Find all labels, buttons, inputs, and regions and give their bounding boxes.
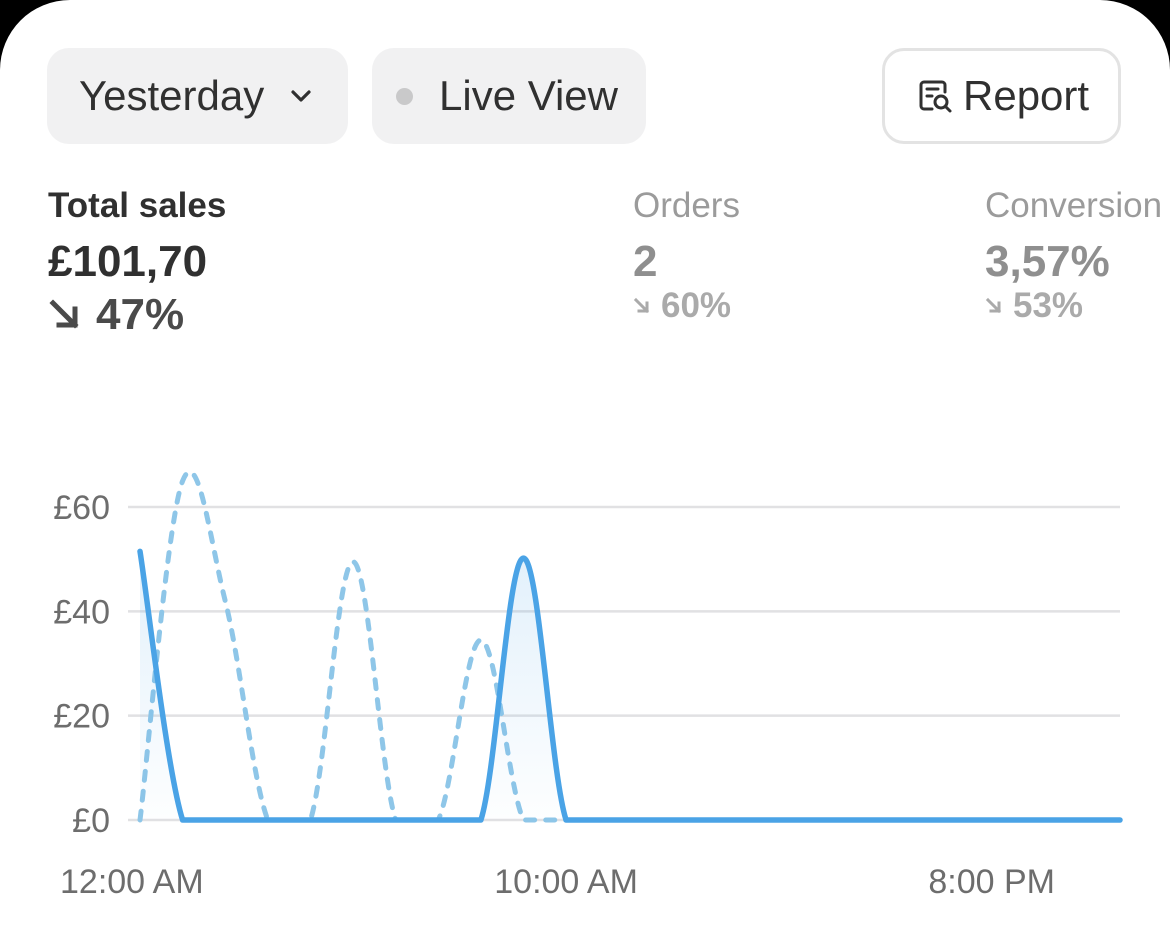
report-label: Report xyxy=(963,72,1090,119)
y-tick-label: £20 xyxy=(53,698,110,736)
metric-total-sales[interactable]: Total sales £101,70 47% xyxy=(48,186,226,340)
metric-label: Total sales xyxy=(48,186,227,225)
live-view-label: Live View xyxy=(439,72,618,119)
y-tick-label: £60 xyxy=(53,489,110,527)
arrow-down-right-icon xyxy=(985,297,1002,314)
metric-value: 2 xyxy=(633,237,658,286)
dot-icon xyxy=(396,87,413,105)
metric-label: Orders xyxy=(633,186,740,225)
metric-change: 47% xyxy=(48,290,226,340)
x-tick-label: 10:00 AM xyxy=(494,863,638,901)
chevron-down-icon xyxy=(286,81,316,111)
x-tick-label: 8:00 PM xyxy=(928,863,1055,901)
metric-conversion[interactable]: Conversion 3,57% 53% xyxy=(985,186,1162,326)
date-range-label: Yesterday xyxy=(79,72,265,119)
metric-change-value: 60% xyxy=(661,286,732,325)
series-line-comparison xyxy=(137,469,569,823)
metric-change: 53% xyxy=(985,286,1162,326)
metric-change-value: 53% xyxy=(1013,286,1084,325)
arrow-down-right-icon xyxy=(633,297,650,314)
metric-change-value: 47% xyxy=(96,290,185,339)
date-range-dropdown[interactable]: Yesterday xyxy=(47,48,348,144)
metric-value: £101,70 xyxy=(48,237,208,286)
metric-change: 60% xyxy=(633,286,740,326)
y-tick-label: £0 xyxy=(72,802,110,840)
metric-label: Conversion xyxy=(985,186,1163,225)
live-view-button[interactable]: Live View xyxy=(372,48,646,144)
series-line-current xyxy=(137,548,1123,823)
y-tick-label: £40 xyxy=(53,593,110,631)
x-tick-label: 12:00 AM xyxy=(60,863,204,901)
arrow-down-right-icon xyxy=(49,299,79,329)
report-search-icon xyxy=(915,76,955,116)
series-area xyxy=(140,551,1120,820)
metric-value: 3,57% xyxy=(985,237,1110,286)
metric-orders[interactable]: Orders 2 60% xyxy=(633,186,740,326)
sales-line-chart[interactable]: £0 £20 £40 £60 12:00 AM 10:00 AM 8:00 PM xyxy=(0,440,1170,920)
report-button[interactable]: Report xyxy=(882,48,1121,144)
